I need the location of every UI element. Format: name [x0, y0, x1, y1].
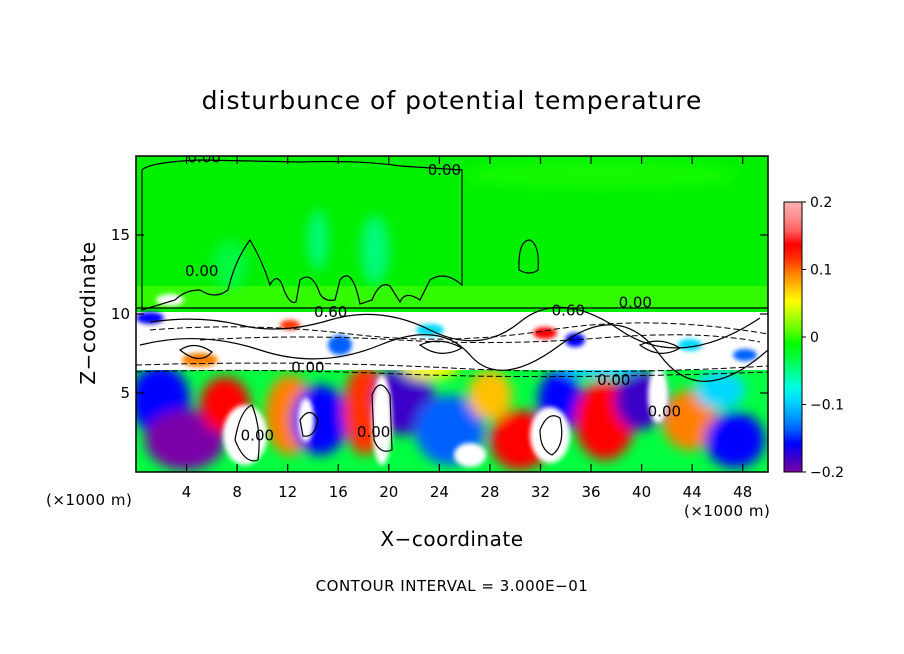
- x-tick-label: 48: [733, 483, 752, 501]
- x-tick-label: 36: [581, 483, 600, 501]
- contour-interval-note: CONTOUR INTERVAL = 3.000E−01: [315, 577, 589, 595]
- x-tick-label: 28: [480, 483, 499, 501]
- x-ticks: 4 8 12 16 20 24 28 32 36 40 44 48: [182, 156, 752, 501]
- contour-label: 0.00: [241, 426, 274, 444]
- x-tick-label: 4: [182, 483, 192, 501]
- colorbar: 0.2 0.1 0 −0.1 −0.2: [783, 195, 844, 481]
- contour-interface-mid: [149, 306, 761, 349]
- contour-low-1: [234, 404, 260, 462]
- contour-interface-lower: [139, 324, 768, 382]
- y-ticks: 5 10 15: [111, 226, 768, 402]
- x-tick-label: 32: [531, 483, 550, 501]
- contour-label: 0.00: [185, 262, 218, 280]
- x-tick-label: 16: [329, 483, 348, 501]
- contour-low-4: [371, 384, 393, 452]
- colorbar-bar: [783, 201, 803, 473]
- contour-label: 0.00: [597, 371, 630, 389]
- contour-label: 0.00: [648, 403, 681, 421]
- colorbar-tick-label: −0.2: [810, 465, 844, 481]
- contour-label: 0.00: [291, 358, 324, 376]
- contour-eddy-1: [178, 344, 213, 360]
- colorbar-tick-label: −0.1: [810, 398, 844, 414]
- field-upper-blobs: [212, 161, 740, 290]
- x-tick-label: 44: [683, 483, 702, 501]
- contour-low-2: [539, 415, 563, 456]
- contour-eddy-3: [638, 340, 682, 354]
- colorbar-ticks: 0.2 0.1 0 −0.1 −0.2: [802, 195, 844, 481]
- heatmap-field: 0.00 0.00 0.00 0.60 0.60 0.00 0.00 0.00 0.00 0.00…: [136, 148, 768, 472]
- x-unit-label-left: (×1000 m): [46, 491, 133, 509]
- colorbar-tick-label: 0.1: [810, 263, 832, 279]
- x-tick-label: 40: [632, 483, 651, 501]
- y-tick-label: 10: [111, 305, 130, 323]
- x-unit-label-right: (×1000 m): [684, 502, 771, 520]
- contour-label: 0.00: [357, 423, 390, 441]
- contour-dashed: [136, 322, 768, 378]
- contour-tower-1: [518, 239, 539, 274]
- x-tick-label: 12: [278, 483, 297, 501]
- colorbar-tick-label: 0: [810, 330, 819, 346]
- x-tick-label: 24: [430, 483, 449, 501]
- x-axis-label: X−coordinate: [380, 527, 524, 551]
- contour-eddy-2: [418, 340, 464, 354]
- x-tick-label: 20: [379, 483, 398, 501]
- contour-label-layer: 0.00 0.00 0.00 0.60 0.60 0.00 0.00 0.00 0.00 0.00…: [185, 148, 681, 444]
- y-tick-label: 15: [111, 226, 130, 244]
- contour-low-3: [299, 411, 319, 437]
- chart-title: disturbunce of potential temperature: [201, 86, 703, 115]
- colorbar-tick-label: 0.2: [810, 195, 832, 211]
- contour-label: 0.00: [188, 148, 221, 166]
- contour-lines: [136, 159, 768, 462]
- field-white-cores: [223, 367, 668, 467]
- contour-label: 0.00: [619, 294, 652, 312]
- x-tick-label: 8: [232, 483, 242, 501]
- y-tick-label: 5: [120, 384, 130, 402]
- contour-label: 0.60: [552, 302, 585, 320]
- contour-label: 0.00: [428, 161, 461, 179]
- contour-label: 0.60: [314, 303, 347, 321]
- contour-upper-left: [141, 159, 463, 311]
